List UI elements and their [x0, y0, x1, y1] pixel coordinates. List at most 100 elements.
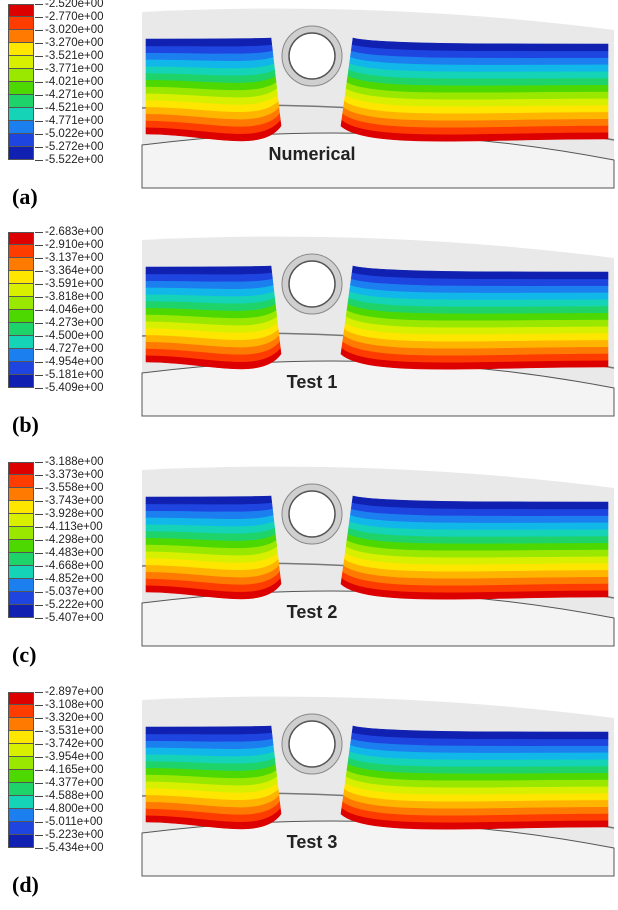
colorbar-swatch — [8, 349, 34, 362]
colorbar-tick-label: -4.113e+00 — [35, 521, 104, 534]
colorbar-tick-label: -5.022e+00 — [35, 128, 104, 141]
contour-plot: Numerical — [140, 0, 618, 190]
colorbar-swatch — [8, 134, 34, 147]
colorbar-tick-label: -4.046e+00 — [35, 304, 104, 317]
colorbar-tick-label: -2.770e+00 — [35, 11, 104, 24]
colorbar-swatch — [8, 232, 34, 245]
colorbar-tick-label: -4.165e+00 — [35, 764, 104, 777]
strain-contour — [145, 725, 609, 830]
colorbar-tick-label: -5.434e+00 — [35, 842, 104, 855]
colorbar-swatch — [8, 592, 34, 605]
colorbar — [8, 232, 34, 388]
colorbar-tick-label: -3.818e+00 — [35, 291, 104, 304]
colorbar-tick-label: -3.320e+00 — [35, 712, 104, 725]
colorbar-tick-label: -2.520e+00 — [35, 0, 104, 11]
colorbar-swatch — [8, 796, 34, 809]
colorbar-swatch — [8, 43, 34, 56]
colorbar-swatch — [8, 822, 34, 835]
colorbar-swatch — [8, 553, 34, 566]
colorbar-swatch — [8, 501, 34, 514]
panel-letter: (d) — [12, 872, 39, 897]
panel-d: -2.897e+00 -3.108e+00 -3.320e+00 -3.531e+00… — [0, 686, 618, 910]
colorbar-swatch — [8, 835, 34, 848]
colorbar-swatch — [8, 271, 34, 284]
colorbar-swatch — [8, 514, 34, 527]
colorbar-swatch — [8, 462, 34, 475]
colorbar — [8, 692, 34, 848]
strain-contour — [145, 495, 609, 600]
colorbar-tick-label: -5.181e+00 — [35, 369, 104, 382]
colorbar-tick-label: -5.222e+00 — [35, 599, 104, 612]
panel-title: Test 2 — [287, 602, 338, 622]
contour-band — [351, 725, 609, 740]
colorbar-swatch — [8, 757, 34, 770]
colorbar-tick-label: -3.742e+00 — [35, 738, 104, 751]
colorbar-swatch — [8, 705, 34, 718]
bolt-hole — [288, 490, 336, 538]
colorbar-tick-label: -3.373e+00 — [35, 469, 104, 482]
colorbar-swatch — [8, 540, 34, 553]
colorbar-tick-label: -4.668e+00 — [35, 560, 104, 573]
colorbar — [8, 462, 34, 618]
contour-band — [145, 265, 273, 275]
colorbar-swatch — [8, 121, 34, 134]
colorbar-tick-label: -5.037e+00 — [35, 586, 104, 599]
colorbar-tick-label: -3.531e+00 — [35, 725, 104, 738]
colorbar-tick-label: -3.591e+00 — [35, 278, 104, 291]
colorbar-tick-label: -4.771e+00 — [35, 115, 104, 128]
panel-title: Test 3 — [287, 832, 338, 852]
colorbar-tick-label: -3.137e+00 — [35, 252, 104, 265]
strain-contour — [145, 37, 609, 142]
contour-band — [351, 495, 609, 510]
colorbar-tick-label: -5.272e+00 — [35, 141, 104, 154]
colorbar-tick-label: -3.954e+00 — [35, 751, 104, 764]
colorbar-tick-label: -4.298e+00 — [35, 534, 104, 547]
colorbar-swatch — [8, 362, 34, 375]
colorbar-swatch — [8, 336, 34, 349]
colorbar-tick-label: -4.021e+00 — [35, 76, 104, 89]
bolt-hole — [288, 32, 336, 80]
panel-c: -3.188e+00 -3.373e+00 -3.558e+00 -3.743e+00… — [0, 456, 618, 680]
colorbar-tick-label: -5.011e+00 — [35, 816, 104, 829]
colorbar-swatch — [8, 30, 34, 43]
colorbar-tick-label: -4.800e+00 — [35, 803, 104, 816]
bolt-hole — [288, 720, 336, 768]
contour-plot: Test 2 — [140, 458, 618, 648]
colorbar-swatch — [8, 95, 34, 108]
colorbar-tick-label: -5.522e+00 — [35, 154, 104, 167]
colorbar-tick-label: -2.897e+00 — [35, 686, 104, 699]
colorbar-swatch — [8, 284, 34, 297]
colorbar-swatch — [8, 488, 34, 501]
colorbar-tick-label: -4.852e+00 — [35, 573, 104, 586]
panel-letter: (b) — [12, 412, 39, 437]
colorbar-swatch — [8, 770, 34, 783]
colorbar-tick-label: -5.407e+00 — [35, 612, 104, 625]
colorbar — [8, 4, 34, 160]
colorbar-tick-label: -4.500e+00 — [35, 330, 104, 343]
colorbar-tick-label: -3.270e+00 — [35, 37, 104, 50]
strain-contour — [145, 265, 609, 370]
panel-title: Test 1 — [287, 372, 338, 392]
panel-letter: (a) — [12, 184, 38, 209]
colorbar-swatch — [8, 783, 34, 796]
bolt-hole — [288, 260, 336, 308]
colorbar-swatch — [8, 108, 34, 121]
colorbar-swatch — [8, 310, 34, 323]
colorbar-swatch — [8, 297, 34, 310]
colorbar-swatch — [8, 579, 34, 592]
colorbar-swatch — [8, 566, 34, 579]
colorbar-tick-label: -2.683e+00 — [35, 226, 104, 239]
colorbar-swatch — [8, 718, 34, 731]
colorbar-tick-label: -3.188e+00 — [35, 456, 104, 469]
colorbar-swatch — [8, 744, 34, 757]
colorbar-tick-label: -4.271e+00 — [35, 89, 104, 102]
colorbar-tick-label: -5.409e+00 — [35, 382, 104, 395]
colorbar-tick-label: -3.364e+00 — [35, 265, 104, 278]
colorbar-tick-label: -3.108e+00 — [35, 699, 104, 712]
colorbar-legend: -2.520e+00 -2.770e+00 -3.020e+00 -3.270e+00… — [8, 0, 148, 184]
colorbar-swatch — [8, 147, 34, 160]
colorbar-legend: -3.188e+00 -3.373e+00 -3.558e+00 -3.743e+00… — [8, 456, 148, 642]
colorbar-tick-label: -4.273e+00 — [35, 317, 104, 330]
contour-plot: Test 3 — [140, 688, 618, 878]
panel-title: Numerical — [268, 144, 355, 164]
